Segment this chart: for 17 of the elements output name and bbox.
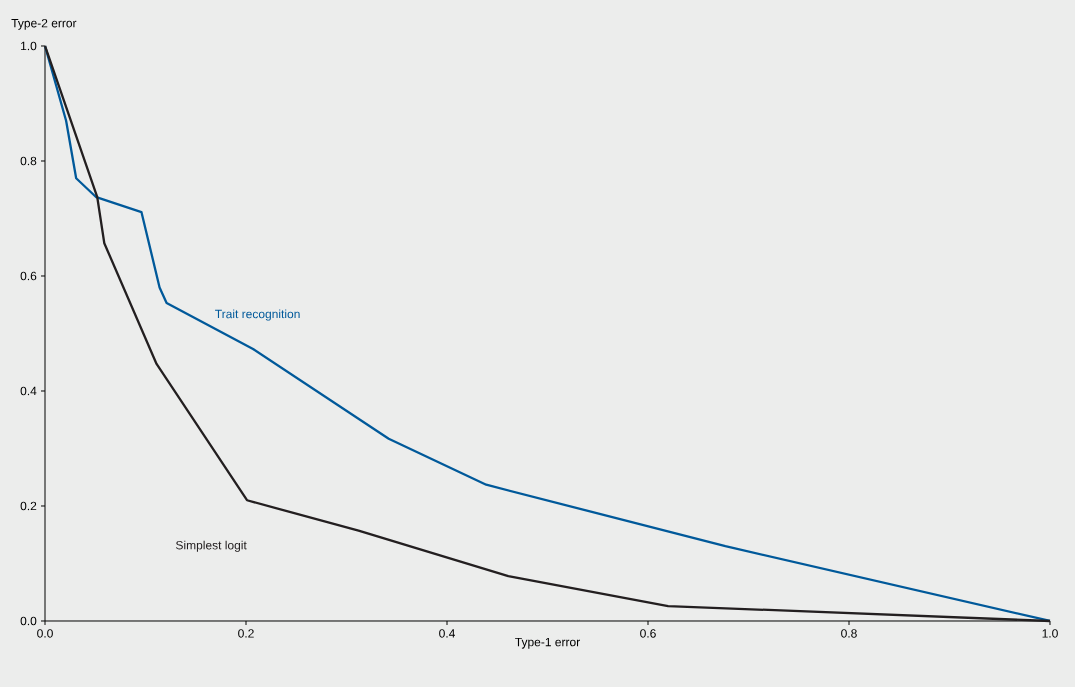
y-tick-label: 1.0 <box>21 41 37 51</box>
x-tick-label: 0.6 <box>640 629 656 638</box>
y-tick-label: 0.0 <box>20 616 37 626</box>
y-tick-label: 0.2 <box>20 501 37 511</box>
y-tick-label: 0.6 <box>20 271 37 281</box>
line-series <box>43 44 1052 623</box>
x-tick-label: 1.0 <box>1042 629 1058 638</box>
text: Simplest logit <box>176 540 247 552</box>
x-tick-label: 0.4 <box>439 629 455 638</box>
x-tick-label: 0.8 <box>841 629 857 638</box>
x-tick-label: 0.0 <box>37 629 53 638</box>
x-tick-label: 0.2 <box>238 629 254 638</box>
series-label: Trait recognition <box>215 309 300 321</box>
y-tick-label: 0.4 <box>20 386 37 396</box>
x-axis-title: Type-1 error <box>515 637 580 649</box>
y-tick-label: 0.8 <box>20 156 37 166</box>
y-axis-title: Type-2 error <box>11 18 77 30</box>
